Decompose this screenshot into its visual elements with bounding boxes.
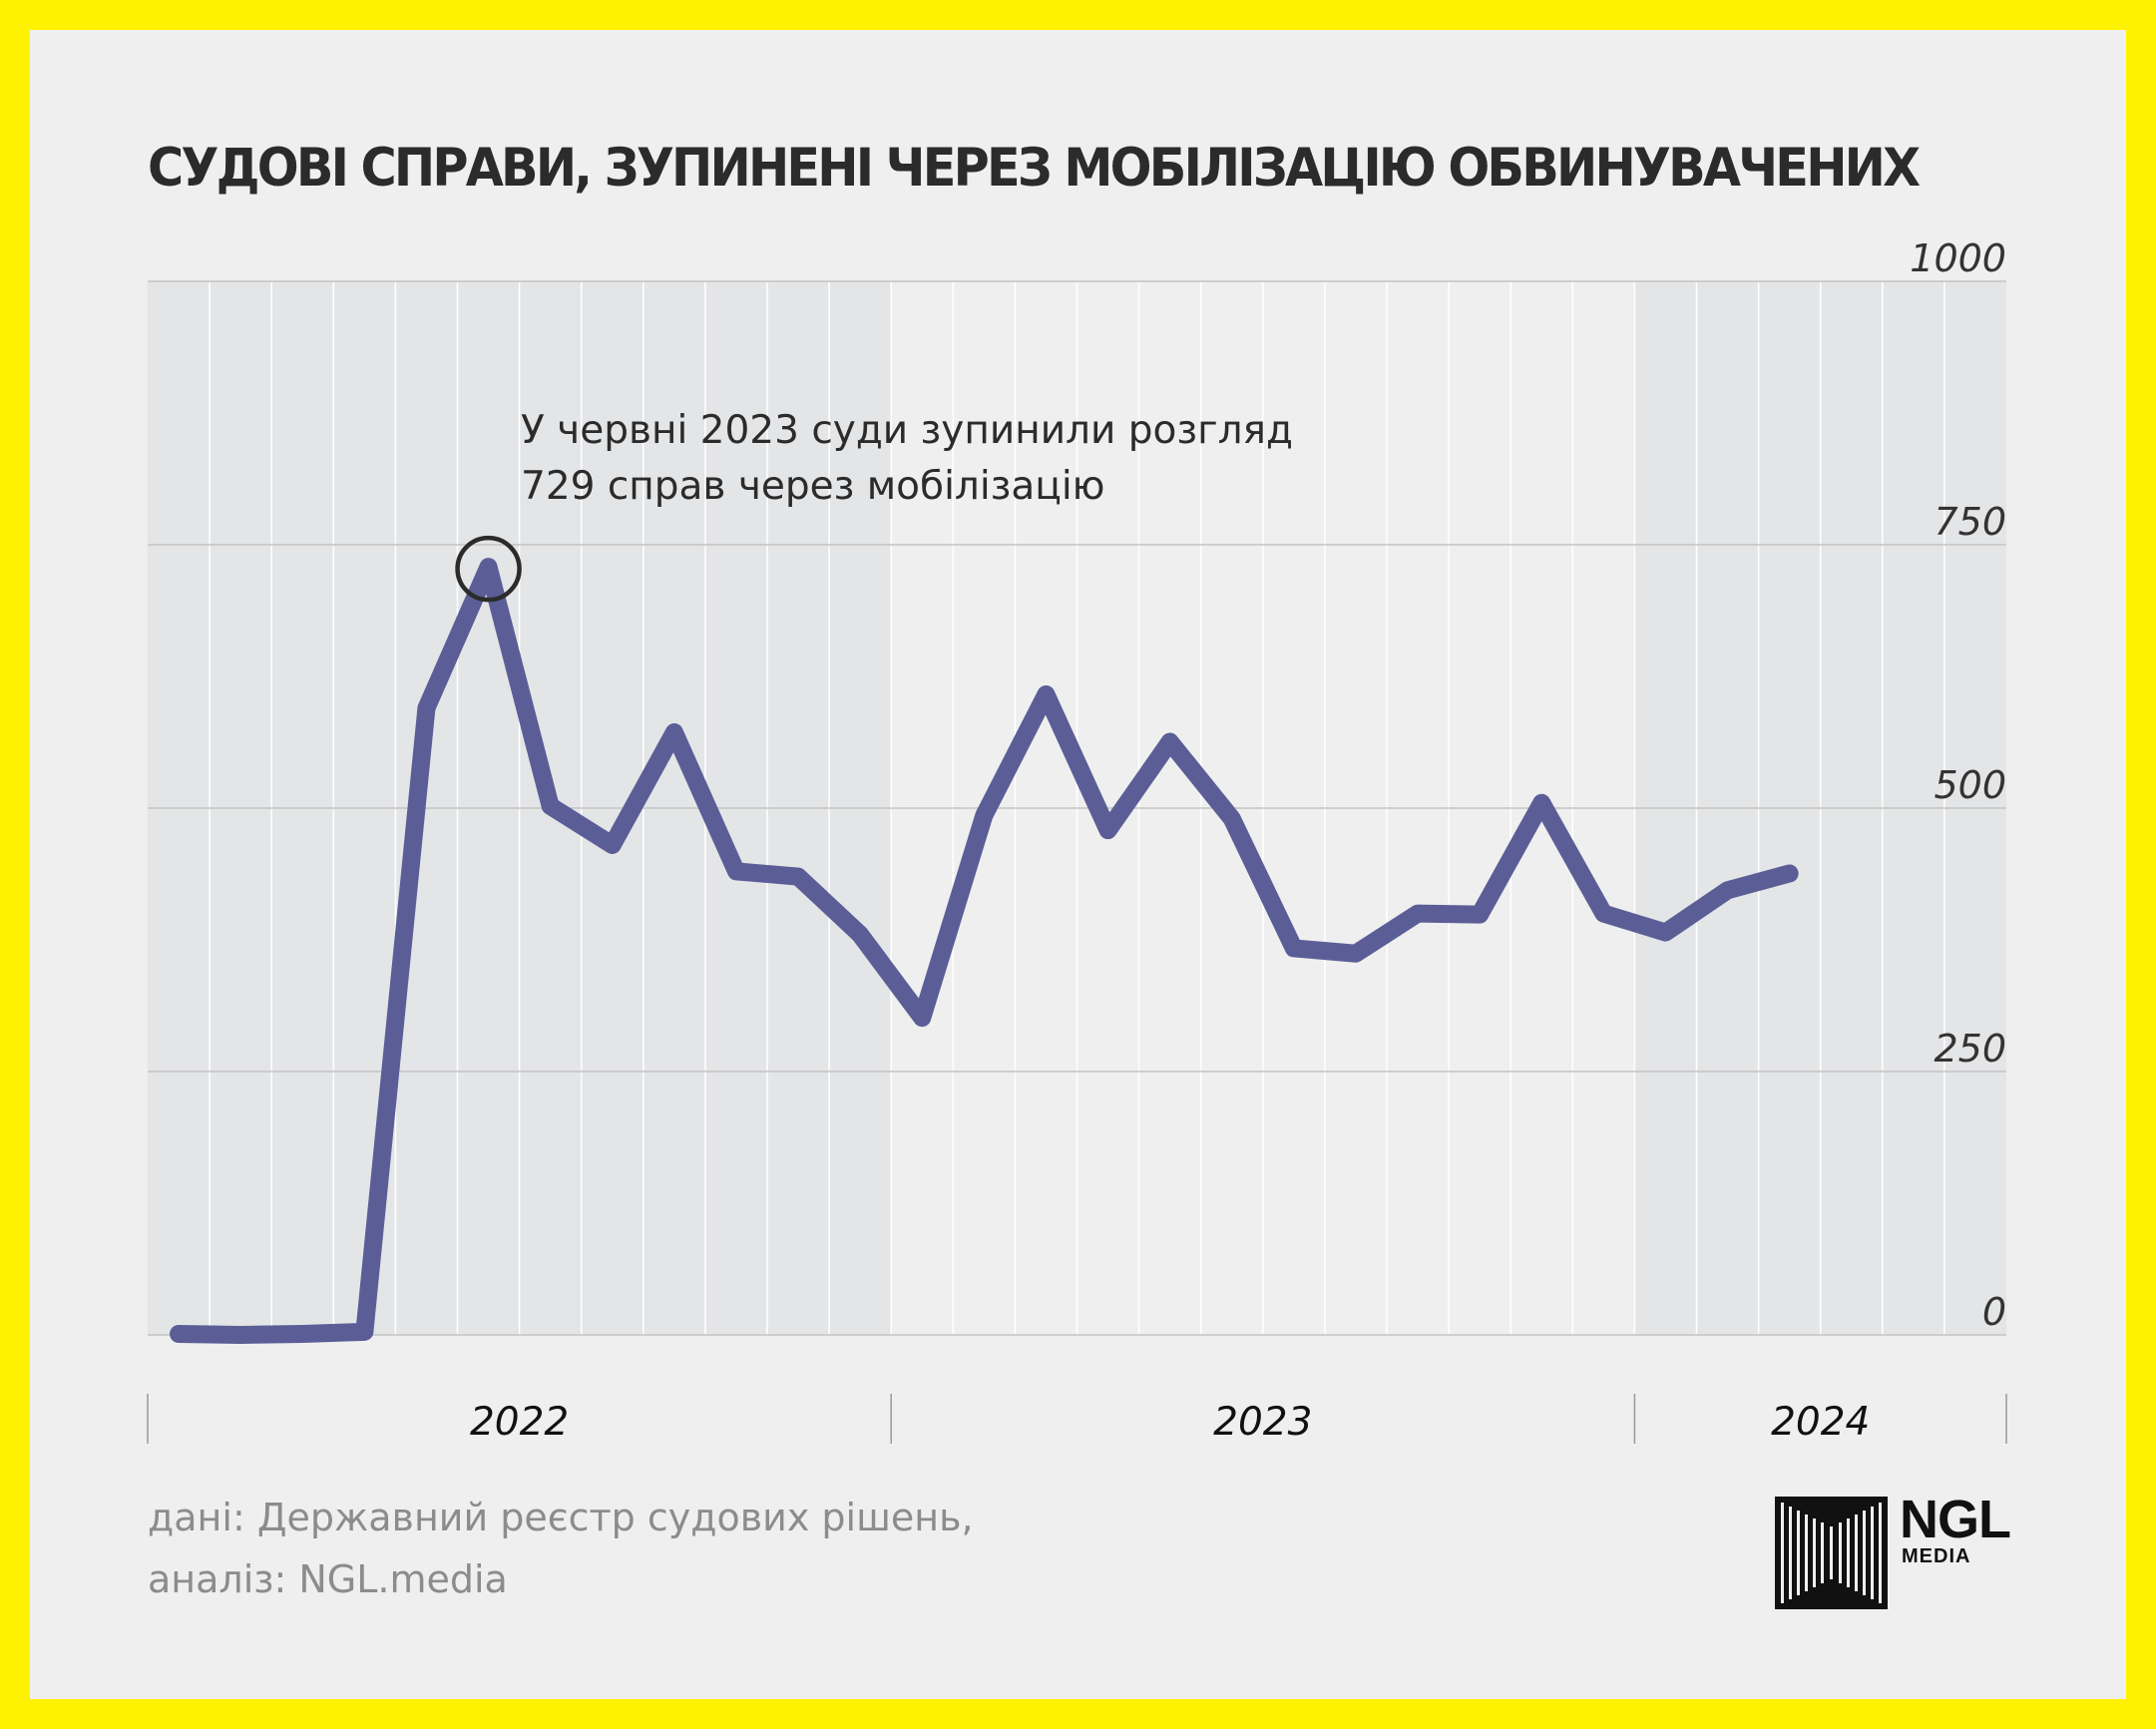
data-point <box>611 843 614 846</box>
annotation-line-1: У червні 2023 суди зупинили розгляд <box>521 408 1293 453</box>
data-point <box>859 933 862 936</box>
data-point <box>1354 952 1357 955</box>
data-point <box>1540 801 1543 804</box>
data-point <box>239 1334 242 1336</box>
data-point <box>1168 740 1171 743</box>
data-point <box>301 1332 304 1335</box>
x-year-label: 2024 <box>1771 1400 1870 1445</box>
y-tick-label: 500 <box>1934 763 2006 807</box>
source-line-1: дані: Державний реєстр судових рішень, <box>148 1496 974 1539</box>
chart-title: СУДОВІ СПРАВИ, ЗУПИНЕНІ ЧЕРЕЗ МОБІЛІЗАЦІ… <box>148 138 1921 199</box>
source-note: дані: Державний реєстр судових рішень, а… <box>148 1487 974 1610</box>
data-point <box>1788 872 1791 875</box>
data-point <box>921 1017 924 1020</box>
y-tick-label: 1000 <box>1910 236 2006 280</box>
data-point <box>1602 912 1605 915</box>
data-point <box>1664 931 1667 934</box>
x-year-label: 2022 <box>470 1400 569 1445</box>
annotation-line-2: 729 справ через мобілізацію <box>521 464 1105 509</box>
data-point <box>1726 889 1729 892</box>
peak-highlight-circle <box>455 535 522 603</box>
data-point <box>734 870 737 873</box>
logo-subtext: MEDIA <box>1902 1545 1971 1567</box>
data-point <box>425 706 428 709</box>
data-point <box>1230 817 1233 820</box>
data-point <box>1417 912 1420 915</box>
data-point <box>983 814 986 817</box>
data-point <box>672 730 675 733</box>
data-point <box>797 875 800 878</box>
data-point <box>1292 947 1295 950</box>
y-tick-label: 0 <box>1982 1290 2006 1334</box>
y-tick-label: 250 <box>1934 1027 2006 1071</box>
data-point <box>1045 692 1048 695</box>
data-point <box>178 1332 181 1335</box>
data-point <box>363 1330 366 1333</box>
x-year-label: 2023 <box>1213 1400 1312 1445</box>
data-point <box>1479 913 1482 916</box>
y-tick-label: 750 <box>1934 500 2006 544</box>
data-point <box>549 804 552 807</box>
data-point <box>1106 829 1109 832</box>
ngl-logo-icon <box>1775 1497 1888 1609</box>
source-line-2: аналіз: NGL.media <box>148 1557 508 1601</box>
logo-text: NGL <box>1900 1490 2011 1549</box>
data-point <box>487 566 490 569</box>
